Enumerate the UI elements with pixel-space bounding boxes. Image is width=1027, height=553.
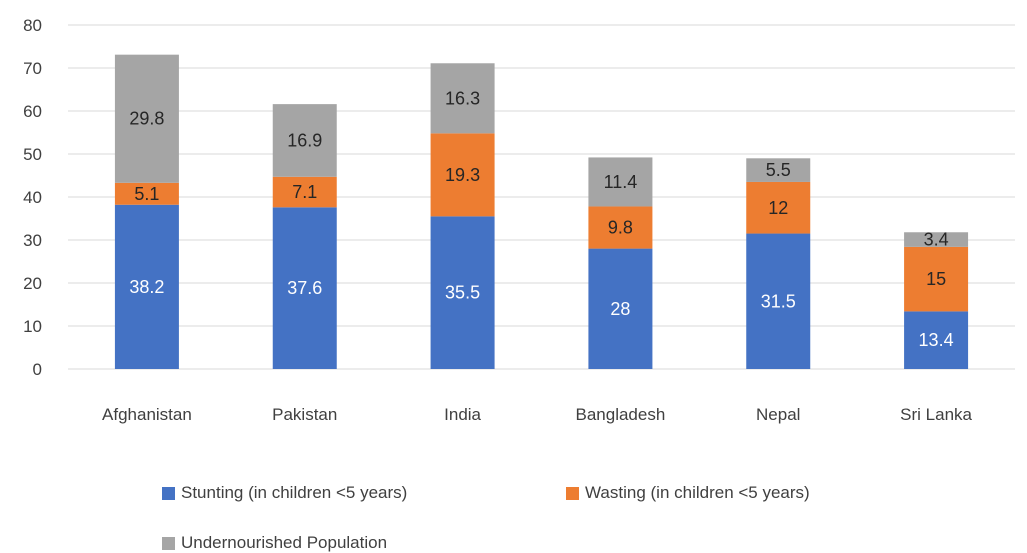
- y-tick-label: 60: [23, 102, 42, 121]
- y-tick-label: 0: [33, 360, 42, 379]
- y-axis-ticks: 0 10 20 30 40 50 60 70 80: [23, 16, 42, 379]
- y-tick-label: 40: [23, 188, 42, 207]
- data-label-stunting: 37.6: [287, 278, 322, 298]
- bar-stunting: [588, 248, 653, 369]
- x-category-label: India: [444, 405, 481, 424]
- bar-wasting: [430, 133, 495, 217]
- bar-stunting: [272, 207, 337, 369]
- y-tick-label: 10: [23, 317, 42, 336]
- bar-stunting: [114, 204, 179, 369]
- x-axis-categories: Afghanistan Pakistan India Bangladesh Nepal S…: [102, 405, 973, 424]
- data-label-wasting: 12: [768, 198, 788, 218]
- bar-stunting: [430, 216, 495, 369]
- data-label-wasting: 19.3: [445, 165, 480, 185]
- data-labels: 38.2 5.1 29.8 37.6 7.1 16.9 35.5 19.3 16.3 28 9.8 1…: [129, 88, 953, 350]
- bars: [114, 54, 969, 369]
- bar-undernourished: [272, 104, 337, 177]
- gridlines: [68, 24, 1015, 370]
- data-label-undernourished: 16.9: [287, 130, 322, 150]
- data-label-wasting: 7.1: [292, 182, 317, 202]
- bar-wasting: [114, 182, 179, 205]
- x-category-label: Pakistan: [272, 405, 337, 424]
- x-category-label: Bangladesh: [576, 405, 666, 424]
- y-tick-label: 80: [23, 16, 42, 35]
- bar-undernourished: [114, 54, 179, 183]
- bar-stunting: [746, 233, 811, 369]
- bar-stunting: [904, 311, 969, 369]
- bar-wasting: [272, 176, 337, 208]
- data-label-undernourished: 16.3: [445, 88, 480, 108]
- x-category-label: Sri Lanka: [900, 405, 972, 424]
- y-tick-label: 30: [23, 231, 42, 250]
- bar-wasting: [746, 181, 811, 234]
- data-label-wasting: 5.1: [134, 184, 159, 204]
- y-tick-label: 70: [23, 59, 42, 78]
- data-label-wasting: 9.8: [608, 218, 633, 238]
- y-tick-label: 20: [23, 274, 42, 293]
- bar-wasting: [588, 206, 653, 249]
- x-category-label: Afghanistan: [102, 405, 192, 424]
- bar-undernourished: [904, 232, 969, 247]
- x-category-label: Nepal: [756, 405, 800, 424]
- data-label-stunting: 35.5: [445, 283, 480, 303]
- data-label-wasting: 15: [926, 269, 946, 289]
- data-label-undernourished: 29.8: [129, 109, 164, 129]
- data-label-stunting: 38.2: [129, 277, 164, 297]
- data-label-undernourished: 11.4: [604, 172, 638, 192]
- bar-undernourished: [588, 157, 653, 207]
- data-label-undernourished: 5.5: [766, 160, 791, 180]
- data-label-undernourished: 3.4: [924, 230, 949, 250]
- y-tick-label: 50: [23, 145, 42, 164]
- bar-wasting: [904, 246, 969, 312]
- bar-undernourished: [746, 158, 811, 182]
- data-label-stunting: 13.4: [919, 330, 954, 350]
- bar-undernourished: [430, 63, 495, 134]
- data-label-stunting: 28: [610, 299, 630, 319]
- data-label-stunting: 31.5: [761, 291, 796, 311]
